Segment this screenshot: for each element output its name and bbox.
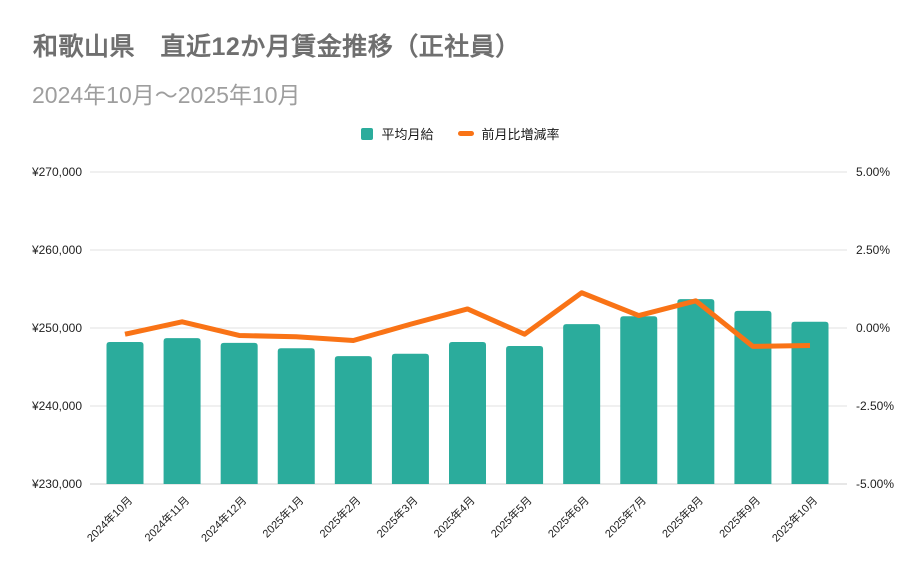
x-axis-tick-9: 2025年7月 [602, 493, 649, 540]
x-axis-tick-11: 2025年9月 [716, 493, 763, 540]
x-axis-tick-12: 2025年10月 [769, 493, 820, 544]
x-axis-tick-10: 2025年8月 [659, 493, 706, 540]
bar-9 [620, 316, 658, 484]
bar-8 [563, 324, 601, 484]
y-axis-right-tick-1: 2.50% [856, 243, 890, 257]
y-axis-left-tick-3: ¥240,000 [31, 399, 82, 413]
y-axis-left-tick-4: ¥230,000 [31, 477, 82, 491]
bar-2 [220, 342, 258, 484]
x-axis-tick-7: 2025年5月 [488, 493, 535, 540]
y-axis-right-tick-2: 0.00% [856, 321, 890, 335]
bar-series-swatch-icon [361, 127, 374, 140]
bar-10 [677, 299, 715, 484]
bar-7 [506, 345, 544, 484]
line-series-label: 前月比増減率 [481, 127, 560, 142]
y-axis-left-tick-2: ¥250,000 [31, 321, 82, 335]
bar-3 [277, 348, 315, 484]
page-title: 和歌山県 直近12か月賃金推移（正社員） [33, 33, 521, 61]
x-axis-tick-1: 2024年11月 [141, 493, 192, 544]
bar-11 [734, 310, 772, 484]
x-axis-tick-5: 2025年3月 [373, 493, 420, 540]
y-axis-left-tick-0: ¥270,000 [31, 165, 82, 179]
bar-6 [449, 342, 486, 484]
bar-1 [163, 338, 201, 484]
bar-12 [791, 321, 829, 484]
legend-item-line-series: 前月比増減率 [457, 124, 560, 143]
bar-4 [334, 356, 372, 484]
x-axis-tick-3: 2025年1月 [259, 493, 306, 540]
bar-0 [106, 342, 144, 484]
y-axis-right-tick-4: -5.00% [856, 477, 894, 491]
bar-series-label: 平均月給 [381, 127, 434, 142]
y-axis-right-tick-3: -2.50% [856, 399, 894, 413]
y-axis-right-tick-0: 5.00% [856, 165, 890, 179]
x-axis-tick-4: 2025年2月 [316, 493, 363, 540]
x-axis-tick-8: 2025年6月 [545, 493, 592, 540]
percent-change-line [124, 290, 811, 349]
x-axis-tick-2: 2024年12月 [198, 493, 249, 544]
x-axis-tick-0: 2024年10月 [84, 493, 135, 544]
legend-item-bar-series: 平均月給 [361, 124, 434, 143]
page-subtitle: 2024年10月～2025年10月 [32, 82, 301, 108]
line-series-swatch-icon [457, 131, 474, 136]
x-axis-tick-6: 2025年4月 [431, 493, 478, 540]
chart-legend: 平均月給 前月比増減率 [0, 124, 921, 143]
y-axis-left-tick-1: ¥260,000 [31, 243, 82, 257]
bar-5 [391, 353, 429, 484]
